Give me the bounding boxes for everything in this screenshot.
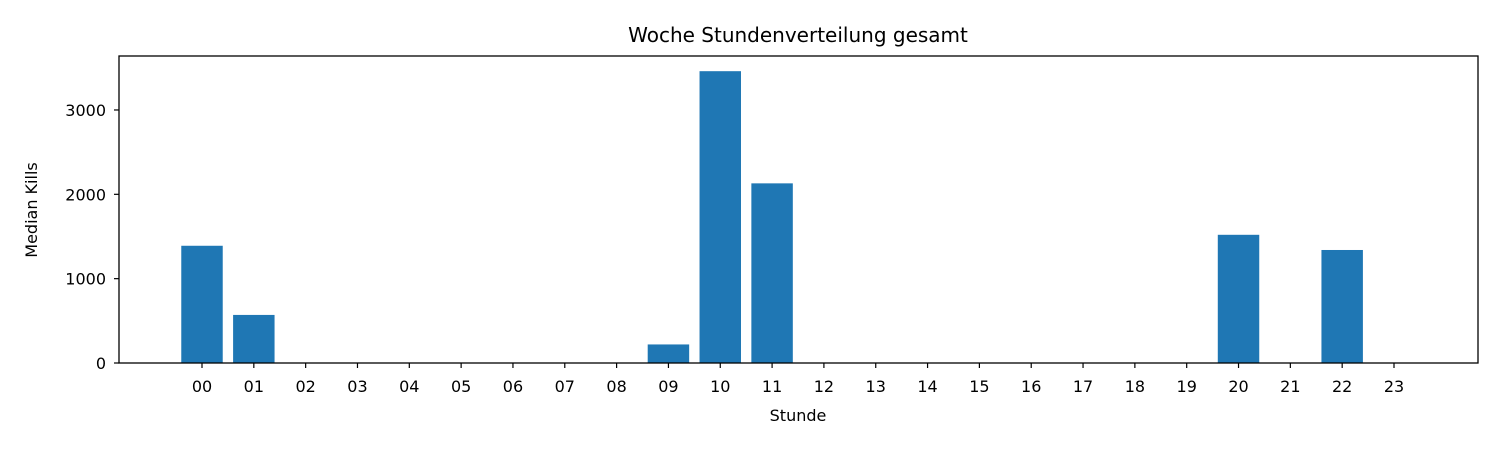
x-tick-label-16: 16: [1021, 377, 1041, 396]
y-tick-label-3000: 3000: [65, 101, 106, 120]
x-tick-label-11: 11: [762, 377, 782, 396]
x-tick-label-23: 23: [1384, 377, 1404, 396]
x-tick-label-01: 01: [244, 377, 264, 396]
x-tick-label-18: 18: [1125, 377, 1145, 396]
x-tick-label-22: 22: [1332, 377, 1352, 396]
x-tick-label-10: 10: [710, 377, 730, 396]
x-tick-label-03: 03: [347, 377, 367, 396]
x-tick-label-09: 09: [658, 377, 678, 396]
bar-11: [751, 183, 793, 363]
x-tick-label-08: 08: [606, 377, 626, 396]
y-ticks-group: 0 1000 2000 3000: [65, 101, 119, 373]
bars-group: [181, 71, 1363, 363]
bar-10: [699, 71, 741, 363]
x-tick-label-07: 07: [555, 377, 575, 396]
y-tick-label-1000: 1000: [65, 270, 106, 289]
chart-title: Woche Stundenverteilung gesamt: [628, 23, 968, 47]
x-ticks-group: 00 01 02 03 04 05 06 07 08 09 10 11 12 13 14 15 16 17 18 19…: [192, 363, 1404, 396]
x-tick-label-17: 17: [1073, 377, 1093, 396]
x-tick-label-14: 14: [917, 377, 937, 396]
y-tick-label-0: 0: [96, 354, 106, 373]
plot-frame: [118, 55, 1479, 364]
x-tick-label-12: 12: [814, 377, 834, 396]
bar-20: [1217, 234, 1260, 363]
bar-22: [1321, 249, 1363, 363]
bar-09: [647, 344, 690, 363]
bar-00: [181, 245, 223, 363]
x-tick-label-19: 19: [1177, 377, 1197, 396]
x-tick-label-21: 21: [1280, 377, 1300, 396]
x-tick-label-00: 00: [192, 377, 212, 396]
x-tick-label-20: 20: [1228, 377, 1248, 396]
bar-01: [233, 314, 275, 363]
x-tick-label-04: 04: [399, 377, 419, 396]
x-tick-label-05: 05: [451, 377, 471, 396]
y-tick-label-2000: 2000: [65, 185, 106, 204]
x-tick-label-06: 06: [503, 377, 523, 396]
x-tick-label-13: 13: [866, 377, 886, 396]
y-axis-label: Median Kills: [22, 162, 41, 257]
x-tick-label-15: 15: [969, 377, 989, 396]
x-axis-label: Stunde: [770, 406, 827, 425]
x-tick-label-02: 02: [295, 377, 315, 396]
